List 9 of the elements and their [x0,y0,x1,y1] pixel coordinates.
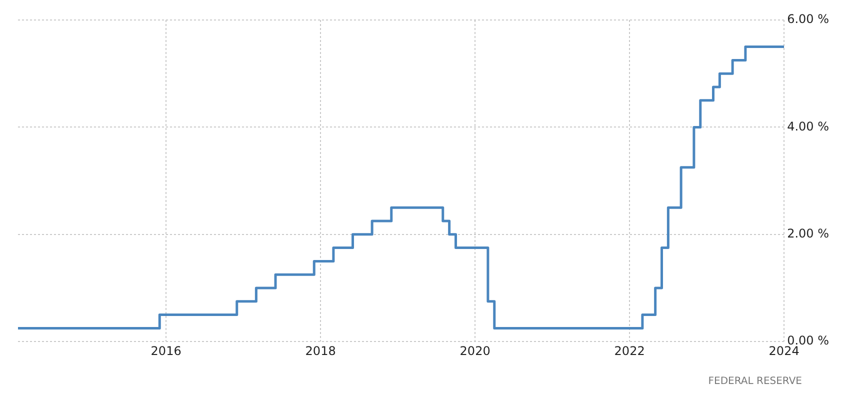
y-tick-label: 4.00 % [787,119,829,134]
y-tick-label: 6.00 % [787,12,829,26]
x-tick-label: 2016 [150,344,182,358]
x-tick-label: 2020 [460,344,490,358]
x-tick-label: 2024 [768,344,800,358]
x-tick-label: 2018 [305,344,336,358]
x-tick-label: 2022 [614,344,645,358]
text: FEDERAL RESERVE [708,376,802,387]
y-tick-label: 2.00 % [787,226,829,241]
